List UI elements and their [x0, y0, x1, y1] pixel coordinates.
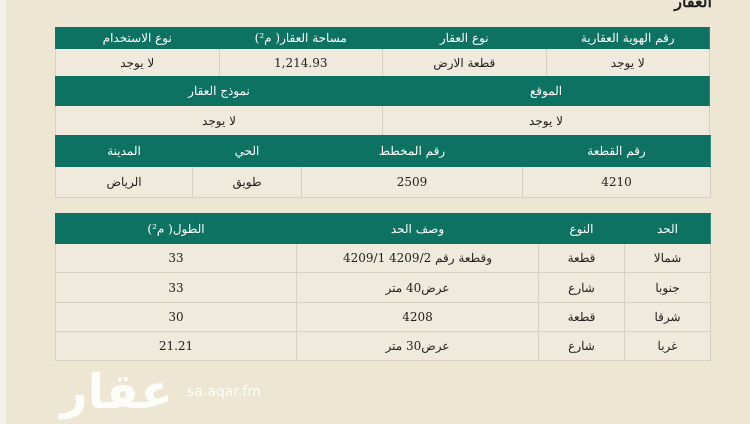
- table-row: شمالا قطعة وقطعة رقم 4209/2 4209/1 33: [55, 243, 711, 273]
- boundaries-table: الحد النوع وصف الحد الطول( م²) شمالا قطع…: [55, 213, 711, 361]
- boundary-description: عرض40 متر: [296, 272, 539, 303]
- value-property-model: لا يوجد: [55, 105, 383, 136]
- boundary-description: 4208: [296, 302, 539, 332]
- plot-table: رقم القطعة رقم المخطط الحي المدينة 4210 …: [55, 135, 711, 198]
- value-district: طويق: [192, 166, 302, 198]
- table-row: غربا شارع عرض30 متر 21.21: [55, 331, 711, 361]
- value-plot-number: 4210: [522, 166, 711, 198]
- value-city: الرياض: [55, 166, 193, 198]
- boundary-direction: غربا: [624, 331, 711, 361]
- header-plan-number: رقم المخطط: [301, 135, 523, 167]
- header-location: الموقع: [382, 76, 710, 106]
- property-info-table: رقم الهوية العقارية نوع العقار مساحة الع…: [55, 27, 710, 77]
- header-length: الطول( م²): [55, 213, 297, 244]
- header-boundary: الحد: [624, 213, 711, 244]
- boundary-direction: شرقا: [624, 302, 711, 332]
- boundary-length: 33: [55, 243, 297, 273]
- value-plan-number: 2509: [301, 166, 523, 198]
- header-type: النوع: [538, 213, 625, 244]
- header-property-model: نموذج العقار: [55, 76, 383, 106]
- value-usage-type: لا يوجد: [55, 48, 220, 77]
- header-district: الحي: [192, 135, 302, 167]
- page-edge: [0, 0, 6, 424]
- table-row: جنوبا شارع عرض40 متر 33: [55, 272, 711, 303]
- boundary-description: عرض30 متر: [296, 331, 539, 361]
- boundary-length: 21.21: [55, 331, 297, 361]
- header-usage-type: نوع الاستخدام: [55, 27, 220, 49]
- value-location: لا يوجد: [382, 105, 710, 136]
- header-plot-number: رقم القطعة: [522, 135, 711, 167]
- value-property-type: قطعة الارض: [382, 48, 547, 77]
- location-table: الموقع نموذج العقار لا يوجد لا يوجد: [55, 76, 710, 136]
- boundary-length: 33: [55, 272, 297, 303]
- value-property-id: لا يوجد: [545, 48, 710, 77]
- boundary-direction: جنوبا: [624, 272, 711, 303]
- boundary-type: شارع: [538, 272, 625, 303]
- header-description: وصف الحد: [296, 213, 539, 244]
- watermark-site: sa.aqar.fm: [187, 384, 261, 400]
- boundary-description: وقطعة رقم 4209/2 4209/1: [296, 243, 539, 273]
- boundary-length: 30: [55, 302, 297, 332]
- boundary-type: شارع: [538, 331, 625, 361]
- header-property-type: نوع العقار: [382, 27, 547, 49]
- header-area: مساحة العقار( م²): [218, 27, 383, 49]
- aqar-watermark: عقار sa.aqar.fm: [60, 366, 261, 418]
- table-row: شرقا قطعة 4208 30: [55, 302, 711, 332]
- boundary-type: قطعة: [538, 243, 625, 273]
- value-area: 1,214.93: [218, 48, 383, 77]
- header-property-id: رقم الهوية العقارية: [545, 27, 710, 49]
- section-title: العقار: [674, 0, 712, 11]
- boundary-direction: شمالا: [624, 243, 711, 273]
- boundary-type: قطعة: [538, 302, 625, 332]
- watermark-logo: عقار: [60, 364, 173, 420]
- header-city: المدينة: [55, 135, 193, 167]
